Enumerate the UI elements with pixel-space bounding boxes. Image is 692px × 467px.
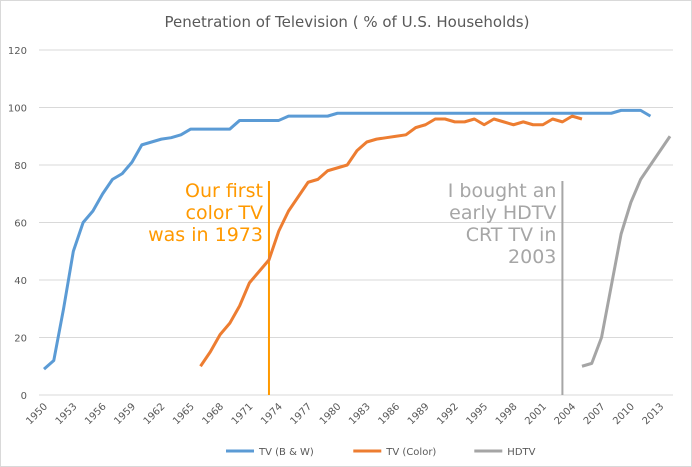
x-tick-label: 2004 xyxy=(553,401,579,427)
x-tick-label: 2013 xyxy=(641,401,667,427)
series-line xyxy=(199,114,583,368)
x-tick-label: 1977 xyxy=(288,401,314,427)
y-tick-label: 40 xyxy=(14,276,27,287)
x-tick-label: 1974 xyxy=(259,401,285,427)
y-tick-label: 60 xyxy=(14,219,27,230)
x-tick-label: 1983 xyxy=(347,401,373,427)
annotation-text: Our first xyxy=(185,180,263,202)
legend-label: TV (B & W) xyxy=(258,447,314,458)
x-tick-label: 1950 xyxy=(24,401,50,427)
x-tick-label: 1989 xyxy=(406,401,432,427)
legend-label: TV (Color) xyxy=(385,447,436,458)
x-tick-label: 1992 xyxy=(435,401,461,427)
x-tick-label: 1959 xyxy=(112,401,138,427)
x-tick-label: 2001 xyxy=(523,401,549,427)
x-tick-label: 1998 xyxy=(494,401,520,427)
annotation-text: I bought an xyxy=(448,180,557,202)
x-tick-label: 1962 xyxy=(142,401,168,427)
annotation-text: CRT TV in xyxy=(466,224,557,246)
y-tick-label: 20 xyxy=(14,334,27,345)
x-tick-label: 1956 xyxy=(83,401,109,427)
y-tick-label: 0 xyxy=(21,391,27,402)
x-tick-label: 2010 xyxy=(611,401,637,427)
x-tick-label: 1986 xyxy=(376,401,402,427)
x-tick-label: 2007 xyxy=(582,401,608,427)
x-tick-label: 1971 xyxy=(230,401,256,427)
series-line xyxy=(43,108,652,371)
y-tick-label: 120 xyxy=(8,46,27,57)
x-tick-label: 1995 xyxy=(465,401,491,427)
x-tick-label: 1965 xyxy=(171,401,197,427)
x-tick-label: 1953 xyxy=(54,401,80,427)
annotation-text: 2003 xyxy=(508,246,556,268)
legend-label: HDTV xyxy=(507,447,535,458)
chart-title: Penetration of Television ( % of U.S. Ho… xyxy=(165,13,530,31)
y-tick-label: 100 xyxy=(8,104,27,115)
x-tick-label: 1980 xyxy=(318,401,344,427)
annotation-text: early HDTV xyxy=(449,202,556,224)
annotation-text: color TV xyxy=(186,202,263,224)
x-tick-label: 1968 xyxy=(200,401,226,427)
annotation-text: was in 1973 xyxy=(148,224,263,246)
series-line xyxy=(581,135,672,368)
y-tick-label: 80 xyxy=(14,161,27,172)
